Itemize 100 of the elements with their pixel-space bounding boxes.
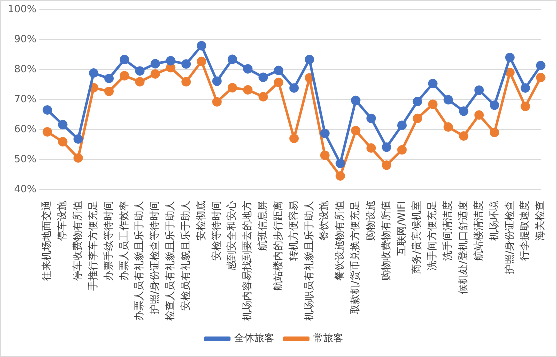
point <box>120 55 130 65</box>
point <box>505 52 515 62</box>
x-tick-label: 候机处/登机口舒适度 <box>458 201 470 294</box>
x-tick-label: 购物收费物有所值 <box>380 201 392 281</box>
point <box>135 77 145 87</box>
point <box>228 54 238 64</box>
point <box>366 144 376 154</box>
point <box>536 73 546 83</box>
point <box>444 95 454 105</box>
x-tick-label: 安检员有礼貌且乐于助人 <box>180 201 192 311</box>
point <box>474 86 484 96</box>
x-tick-label: 海关检查 <box>534 201 547 241</box>
x-tick-label: 取款机/货币兑换方便充足 <box>350 201 362 314</box>
x-tick-label: 餐饮设施 <box>318 201 331 241</box>
point <box>397 120 407 130</box>
x-tick-label: 互联网/WIFI <box>396 201 408 256</box>
x-tick-label: 安检等待时间 <box>210 201 223 261</box>
point <box>320 150 330 160</box>
point <box>120 71 130 81</box>
point <box>74 153 84 163</box>
x-tick-label: 办票人员工作效率 <box>118 201 130 281</box>
x-tick-label: 行李提取速度 <box>519 201 532 261</box>
point <box>212 76 222 86</box>
x-tick-label: 检查人员有礼貌且乐于助人 <box>164 201 177 321</box>
x-tick-label: 护照/身份证检查 <box>504 201 516 276</box>
x-tick-label: 航班信息屏 <box>257 201 270 251</box>
point <box>490 128 500 138</box>
point <box>197 41 207 51</box>
point <box>150 69 160 79</box>
point <box>258 72 268 82</box>
point <box>42 127 52 137</box>
point <box>320 128 330 138</box>
point <box>412 114 422 124</box>
point <box>428 79 438 89</box>
x-tick-label: 感到安全和安心 <box>226 201 238 271</box>
point <box>336 171 346 181</box>
x-tick-label: 洗手间清洁度 <box>442 201 454 261</box>
point <box>135 66 145 76</box>
point <box>428 100 438 110</box>
point <box>212 97 222 107</box>
point <box>412 97 422 107</box>
y-tick-label: 40% <box>14 184 37 196</box>
point <box>382 142 392 152</box>
point <box>536 61 546 71</box>
y-tick-label: 60% <box>14 124 37 136</box>
x-tick-label: 往来机场地面交通 <box>41 201 54 281</box>
point <box>351 126 361 136</box>
point <box>74 134 84 144</box>
y-tick-label: 80% <box>14 64 37 76</box>
point <box>474 110 484 120</box>
x-tick-label: 机场环境 <box>488 201 500 241</box>
point <box>366 114 376 124</box>
legend-label: 常旅客 <box>314 332 344 345</box>
point <box>520 102 530 112</box>
y-tick-label: 100% <box>8 4 37 16</box>
point <box>351 96 361 106</box>
x-tick-label: 停车收费物有所值 <box>72 201 84 281</box>
point <box>243 64 253 74</box>
point <box>42 105 52 115</box>
point <box>520 84 530 94</box>
y-tick-label: 50% <box>14 154 37 166</box>
x-tick-label: 商务/贵宾候机室 <box>411 201 424 274</box>
point <box>166 63 176 73</box>
point <box>397 145 407 155</box>
x-tick-label: 洗手间方便充足 <box>426 201 439 271</box>
point <box>243 85 253 95</box>
point <box>444 122 454 132</box>
x-tick-label: 航站楼内的步行距离 <box>272 201 284 291</box>
x-tick-label: 购物设施 <box>364 201 377 241</box>
point <box>182 77 192 87</box>
point <box>505 68 515 78</box>
legend-label: 全体旅客 <box>234 332 274 345</box>
point <box>58 137 68 147</box>
point <box>459 106 469 116</box>
point <box>58 120 68 130</box>
y-tick-label: 70% <box>14 94 37 106</box>
point <box>274 66 284 76</box>
point <box>228 83 238 93</box>
point <box>459 132 469 142</box>
point <box>274 78 284 88</box>
x-tick-label: 航站楼清洁度 <box>472 201 485 261</box>
x-tick-label: 机场内容易找到要去的地方 <box>242 201 254 321</box>
point <box>290 84 300 94</box>
point <box>166 56 176 66</box>
point <box>197 56 207 66</box>
point <box>336 158 346 168</box>
point <box>104 86 114 96</box>
point <box>258 92 268 102</box>
point <box>382 160 392 170</box>
y-tick-label: 90% <box>14 34 37 46</box>
point <box>104 74 114 84</box>
x-tick-label: 办票手续等待时间 <box>102 201 115 281</box>
point <box>490 100 500 110</box>
x-tick-label: 手推行李车方便充足 <box>87 201 100 291</box>
x-tick-label: 办票人员有礼貌且乐于助人 <box>134 201 146 321</box>
point <box>290 134 300 144</box>
point <box>182 60 192 70</box>
x-tick-label: 机场职员有礼貌且乐于助人 <box>303 201 316 321</box>
x-tick-label: 护照/身份证检查等待时间 <box>149 201 162 316</box>
x-tick-label: 转机方便容易 <box>288 201 300 261</box>
